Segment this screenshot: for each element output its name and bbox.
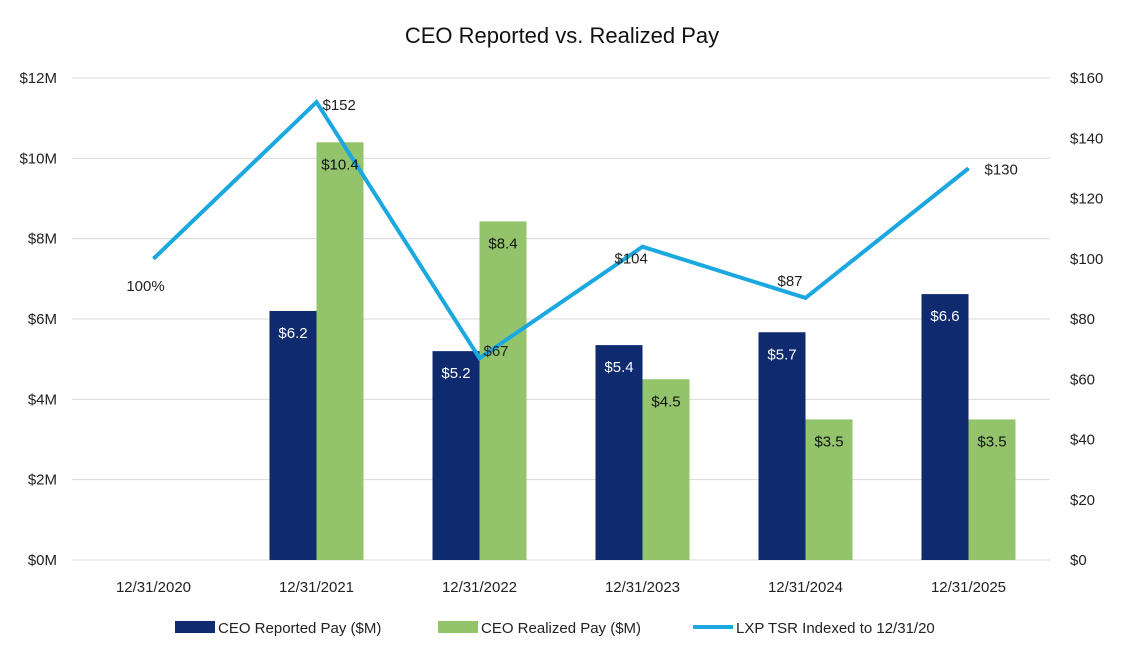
legend-realized-pay-label: CEO Realized Pay ($M) [481, 620, 641, 637]
right-axis: $0 $20 $40 $60 $80 $100 $120 $140 $160 [1070, 70, 1103, 569]
realized-pay-bar [642, 379, 690, 560]
x-tick-label: 12/31/2024 [768, 579, 843, 596]
realized-pay-label: $10.4 [321, 156, 359, 173]
right-tick-label: $140 [1070, 130, 1103, 147]
tsr-line-layer [152, 98, 970, 361]
reported-pay-bar [269, 310, 317, 560]
tsr-label: $67 [484, 343, 509, 360]
left-tick-label: $4M [28, 391, 57, 408]
bars [269, 142, 1016, 560]
chart-title: CEO Reported vs. Realized Pay [405, 23, 719, 48]
reported-pay-bar [758, 332, 806, 560]
realized-pay-label: $3.5 [977, 433, 1006, 450]
legend-realized-pay-swatch [438, 621, 478, 633]
right-tick-label: $160 [1070, 70, 1103, 87]
legend-reported-pay-label: CEO Reported Pay ($M) [218, 620, 381, 637]
x-tick-label: 12/31/2023 [605, 579, 680, 596]
tsr-label: $130 [985, 161, 1018, 178]
left-tick-label: $2M [28, 472, 57, 489]
left-tick-label: $8M [28, 231, 57, 248]
right-tick-label: $0 [1070, 552, 1087, 569]
reported-pay-label: $5.7 [767, 346, 796, 363]
tsr-label: $104 [615, 251, 648, 268]
reported-pay-bar [595, 345, 643, 560]
right-tick-label: $80 [1070, 311, 1095, 328]
tsr-point [479, 357, 480, 359]
left-axis: $0M $2M $4M $6M $8M $10M $12M [19, 70, 57, 569]
realized-pay-bar [316, 142, 364, 560]
right-tick-label: $120 [1070, 191, 1103, 208]
reported-pay-bar [921, 294, 969, 560]
realized-pay-bar [479, 221, 527, 560]
reported-pay-bar [432, 351, 480, 560]
legend-tsr-label: LXP TSR Indexed to 12/31/20 [736, 620, 935, 637]
legend: CEO Reported Pay ($M) CEO Realized Pay ($… [175, 620, 935, 637]
reported-pay-label: $6.6 [930, 308, 959, 325]
tsr-point [642, 246, 643, 248]
realized-pay-bar [805, 419, 853, 560]
realized-pay-label: $4.5 [651, 393, 680, 410]
reported-pay-label: $5.2 [441, 365, 470, 382]
realized-pay-label: $8.4 [488, 235, 517, 252]
tsr-label: $87 [778, 273, 803, 290]
data-labels: $6.2 $5.2 $5.4 $5.7 $6.6 $10.4 $8.4 $4.5 $3.5 $3.… [126, 97, 1018, 450]
legend-reported-pay-swatch [175, 621, 215, 633]
x-tick-label: 12/31/2025 [931, 579, 1006, 596]
reported-pay-label: $5.4 [604, 359, 633, 376]
left-tick-label: $6M [28, 311, 57, 328]
reported-pay-label: $6.2 [278, 325, 307, 342]
x-axis: 12/31/2020 12/31/2021 12/31/2022 12/31/2023… [116, 579, 1006, 596]
tsr-line [152, 98, 970, 361]
x-tick-label: 12/31/2020 [116, 579, 191, 596]
right-tick-label: $100 [1070, 251, 1103, 268]
left-tick-label: $10M [19, 150, 57, 167]
tsr-point [805, 297, 806, 299]
realized-pay-bar [968, 419, 1016, 560]
tsr-label: $152 [323, 97, 356, 114]
tsr-label: 100% [126, 278, 164, 295]
right-tick-label: $20 [1070, 492, 1095, 509]
tsr-point [316, 101, 317, 103]
left-tick-label: $0M [28, 552, 57, 569]
tsr-point [968, 167, 969, 169]
right-tick-label: $40 [1070, 432, 1095, 449]
realized-pay-label: $3.5 [814, 433, 843, 450]
x-tick-label: 12/31/2021 [279, 579, 354, 596]
left-tick-label: $12M [19, 70, 57, 87]
right-tick-label: $60 [1070, 371, 1095, 388]
gridlines [72, 77, 1050, 561]
x-tick-label: 12/31/2022 [442, 579, 517, 596]
tsr-point [153, 258, 154, 260]
